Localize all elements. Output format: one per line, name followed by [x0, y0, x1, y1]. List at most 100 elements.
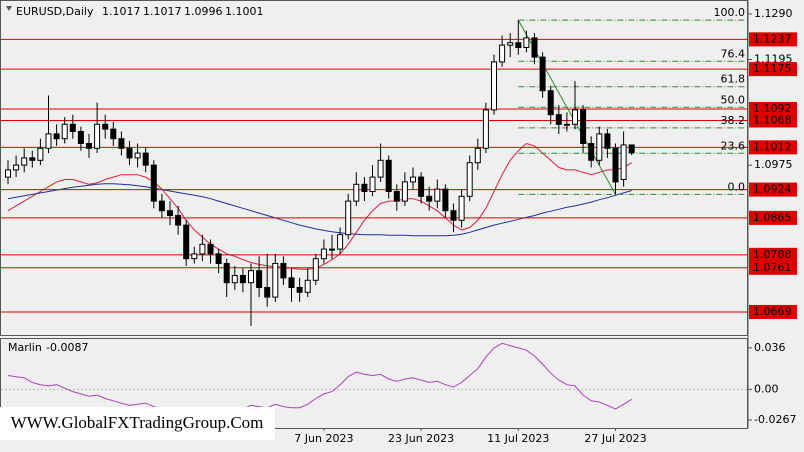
candle-body: [110, 128, 117, 140]
candle-body: [248, 270, 254, 284]
candle-body: [580, 109, 587, 145]
candle-body: [77, 131, 84, 145]
x-tick-label: 11 Jul 2023: [487, 432, 549, 445]
indicator-tick-label: 0.00: [754, 382, 779, 395]
candle-body: [94, 123, 101, 149]
candle-body: [482, 109, 489, 149]
level-label-box: [749, 62, 797, 77]
candle-body: [86, 143, 92, 149]
candle-body: [239, 274, 246, 284]
level-label-box: [749, 101, 797, 116]
candle-body: [167, 210, 173, 216]
candle-body: [280, 262, 287, 279]
candle-body: [596, 133, 603, 161]
candle-body: [385, 159, 392, 192]
header-low: 1.0996: [184, 5, 223, 18]
symbol-title: EURUSD,Daily: [16, 5, 94, 18]
plot-layer: 1.12901.11951.0975100.076.461.850.038.22…: [1, 0, 797, 445]
candle-body: [620, 144, 627, 180]
candle-body: [69, 123, 76, 133]
candle-body: [312, 258, 319, 281]
candle-body: [555, 114, 562, 125]
level-label-box: [749, 113, 797, 128]
candle-body: [264, 286, 271, 298]
candle-body: [345, 200, 352, 236]
candle-body: [434, 188, 441, 202]
level-label: 1.0924: [753, 183, 792, 196]
candle-body: [53, 133, 60, 140]
header-high: 1.1017: [143, 5, 182, 18]
indicator-name: Marlin: [8, 341, 42, 354]
candle-body: [474, 147, 481, 164]
fib-label: 76.4: [721, 47, 746, 60]
header-open: 1.1017: [102, 5, 141, 18]
level-label: 1.0669: [753, 305, 792, 318]
level-label: 1.1092: [753, 102, 792, 115]
indicator-tick-label: -0.0267: [754, 413, 796, 426]
candle-body: [337, 234, 344, 250]
candle-body: [199, 243, 206, 255]
watermark: WWW.GlobalFXTradingGroup.Com: [11, 413, 264, 432]
candle-body: [320, 248, 327, 260]
candle-body: [272, 262, 279, 298]
candle-body: [515, 42, 522, 49]
candle-body: [393, 190, 400, 202]
candle-body: [418, 176, 425, 197]
candle-body: [361, 183, 368, 192]
indicator-tick-label: 0.036: [754, 341, 786, 354]
candle-body: [450, 210, 457, 221]
fib-label: 38.2: [721, 114, 746, 127]
indicator-value: -0.0087: [46, 341, 88, 354]
candle-body: [183, 224, 190, 260]
fib-label: 61.8: [721, 73, 746, 86]
candle-body: [507, 42, 514, 46]
candle-body: [458, 195, 465, 221]
indicator-line: [7, 342, 632, 413]
candle-body: [118, 138, 125, 149]
candle-body: [150, 164, 157, 202]
y-tick-label: 1.0975: [754, 158, 793, 171]
candle-body: [175, 214, 182, 226]
candle-body: [256, 270, 263, 288]
candle-body: [572, 109, 578, 125]
candle-body: [102, 123, 109, 130]
candle-body: [523, 37, 530, 49]
watermark-box: [0, 407, 275, 440]
candle-body: [442, 188, 449, 212]
candle-body: [296, 286, 303, 293]
fib-label: 100.0: [714, 6, 746, 19]
candle-body: [377, 159, 384, 178]
y-tick-label: 1.1290: [754, 7, 793, 20]
symbol-icon: [6, 6, 12, 11]
header-close: 1.1001: [225, 5, 264, 18]
candle-body: [612, 147, 619, 183]
level-label: 1.1012: [753, 140, 792, 153]
candle-body: [13, 164, 20, 171]
candle-body: [126, 147, 133, 159]
x-tick-label: 27 Jul 2023: [584, 432, 646, 445]
candle-body: [61, 123, 68, 140]
level-label: 1.1068: [753, 113, 792, 126]
candle-body: [547, 90, 554, 116]
level-label: 1.1237: [753, 32, 792, 45]
fib-label: 23.6: [721, 139, 746, 152]
candle-body: [191, 253, 198, 260]
candle-body: [223, 262, 230, 284]
candle-body: [401, 181, 408, 202]
candle-body: [539, 56, 546, 92]
candle-body: [491, 61, 497, 111]
level-label-box: [749, 210, 797, 225]
candle-body: [5, 169, 11, 178]
candle-body: [142, 152, 149, 166]
level-label: 1.0761: [753, 261, 792, 274]
candle-body: [29, 157, 36, 161]
candle-body: [21, 157, 28, 166]
candle-body: [628, 144, 635, 154]
level-label-box: [749, 304, 797, 319]
candle-body: [329, 248, 335, 251]
candle-body: [563, 123, 570, 126]
candle-body: [215, 253, 222, 264]
